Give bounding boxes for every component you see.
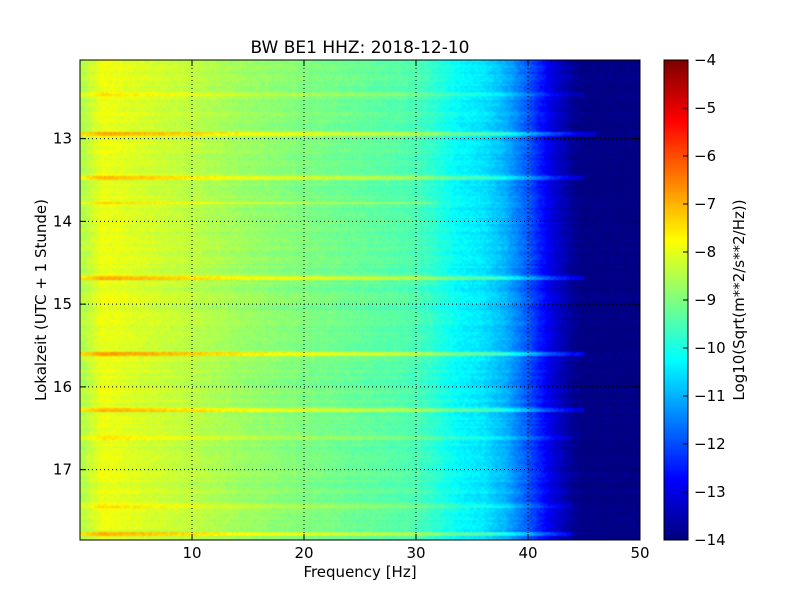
colorbar-tick-labels: −4 −5 −6 −7 −8 −9 −10 −11 −12 −13 −14 xyxy=(694,51,726,549)
x-tick-label: 10 xyxy=(182,544,201,562)
colorbar-ticks xyxy=(683,59,688,541)
x-axis-label: Frequency [Hz] xyxy=(303,563,416,581)
y-tick-label: 15 xyxy=(53,295,72,313)
y-axis-label: Lokalzeit (UTC + 1 Stunde) xyxy=(32,199,50,401)
grid-lines xyxy=(80,60,640,540)
axis-ticks xyxy=(80,60,641,540)
y-axis-tick-labels: 13 14 15 16 17 xyxy=(53,130,72,479)
y-tick-label: 17 xyxy=(53,461,72,479)
plot-frame xyxy=(79,59,641,541)
x-tick-label: 30 xyxy=(406,544,425,562)
plot-area xyxy=(79,59,641,541)
y-tick-label: 14 xyxy=(53,212,72,230)
colorbar-tick-label: −13 xyxy=(694,483,726,501)
x-tick-label: 20 xyxy=(294,544,313,562)
colorbar-tick-label: −7 xyxy=(694,195,716,213)
colorbar-tick-label: −8 xyxy=(694,243,716,261)
colorbar-tick-label: −12 xyxy=(694,435,726,453)
colorbar-tick-label: −4 xyxy=(694,51,716,69)
spectrogram-heatmap xyxy=(80,60,640,540)
y-tick-label: 16 xyxy=(53,378,72,396)
colorbar-label: Log10(Sqrt(m**2/s**2/Hz)) xyxy=(730,199,748,400)
colorbar-tick-label: −5 xyxy=(694,99,716,117)
colorbar-tick-label: −11 xyxy=(694,387,726,405)
colorbar-tick-label: −14 xyxy=(694,531,726,549)
colorbar-tick-label: −9 xyxy=(694,291,716,309)
colorbar-tick-label: −6 xyxy=(694,147,716,165)
y-tick-label: 13 xyxy=(53,130,72,148)
x-axis-tick-labels: 10 20 30 40 50 xyxy=(182,544,649,562)
x-tick-label: 50 xyxy=(630,544,649,562)
chart-title: BW BE1 HHZ: 2018-12-10 xyxy=(250,38,469,58)
colorbar-tick-label: −10 xyxy=(694,339,726,357)
x-tick-label: 40 xyxy=(518,544,537,562)
colorbar: −4 −5 −6 −7 −8 −9 −10 −11 −12 −13 −14 xyxy=(663,51,726,549)
